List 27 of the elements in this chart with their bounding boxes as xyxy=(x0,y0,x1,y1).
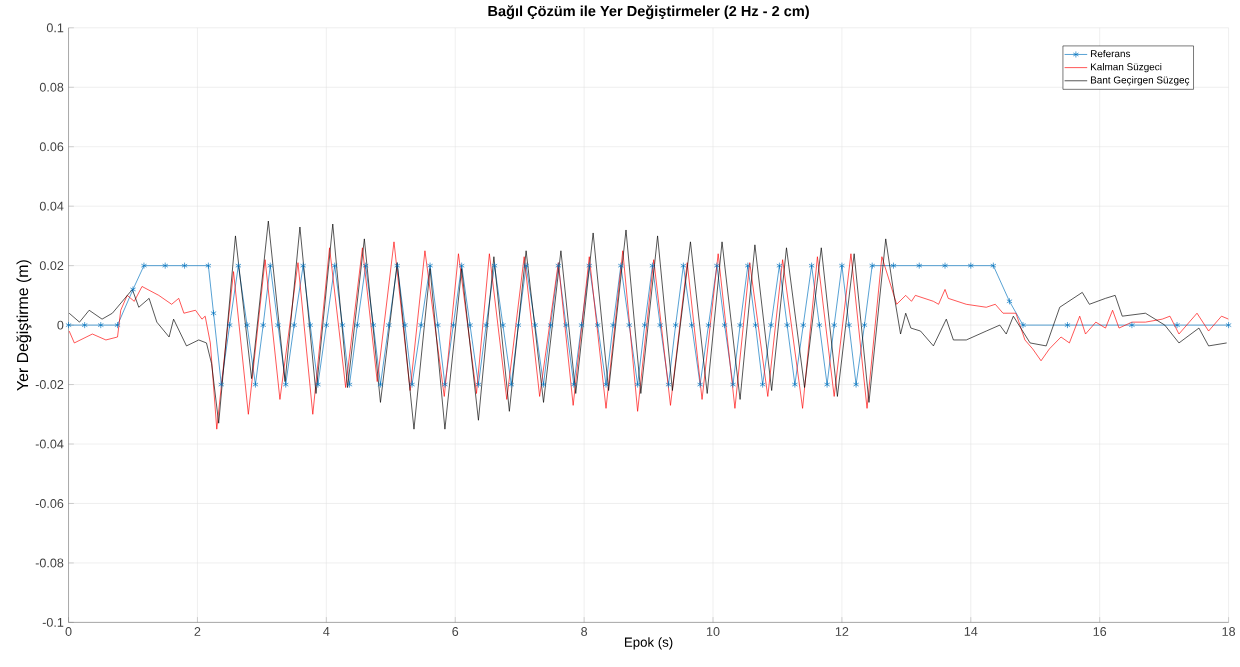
y-tick-label: -0.06 xyxy=(35,498,64,508)
y-tick-label: 0.1 xyxy=(46,23,64,33)
legend-label: Bant Geçirgen Süzgeç xyxy=(1090,75,1190,86)
chart-title: Bağıl Çözüm ile Yer Değiştirmeler (2 Hz - 2 cm) xyxy=(488,5,809,19)
x-tick-label: 12 xyxy=(835,626,849,636)
y-tick-label: -0.1 xyxy=(42,617,64,627)
y-tick-label: -0.02 xyxy=(35,379,64,389)
y-tick-label: -0.04 xyxy=(35,439,64,449)
x-axis-title: Epok (s) xyxy=(624,636,673,650)
y-tick-label: 0.04 xyxy=(39,201,64,211)
y-tick-label: 0 xyxy=(57,320,64,330)
x-tick-label: 6 xyxy=(452,626,459,636)
y-tick-label: -0.08 xyxy=(35,558,64,568)
x-tick-label: 14 xyxy=(964,626,978,636)
x-tick-label: 18 xyxy=(1222,626,1236,636)
x-tick-label: 2 xyxy=(194,626,201,636)
x-tick-label: 0 xyxy=(65,626,72,636)
legend-label: Kalman Süzgeci xyxy=(1090,62,1162,73)
y-tick-label: 0.02 xyxy=(39,260,64,270)
y-tick-label: 0.06 xyxy=(39,142,64,151)
y-axis-title: Yer Değiştirme (m) xyxy=(16,259,32,391)
y-tick-label: 0.08 xyxy=(39,82,64,92)
x-tick-label: 4 xyxy=(323,626,330,636)
legend-label: Referans xyxy=(1090,49,1131,57)
x-tick-label: 8 xyxy=(581,626,588,636)
x-tick-label: 10 xyxy=(706,626,720,636)
x-tick-label: 16 xyxy=(1093,626,1107,636)
